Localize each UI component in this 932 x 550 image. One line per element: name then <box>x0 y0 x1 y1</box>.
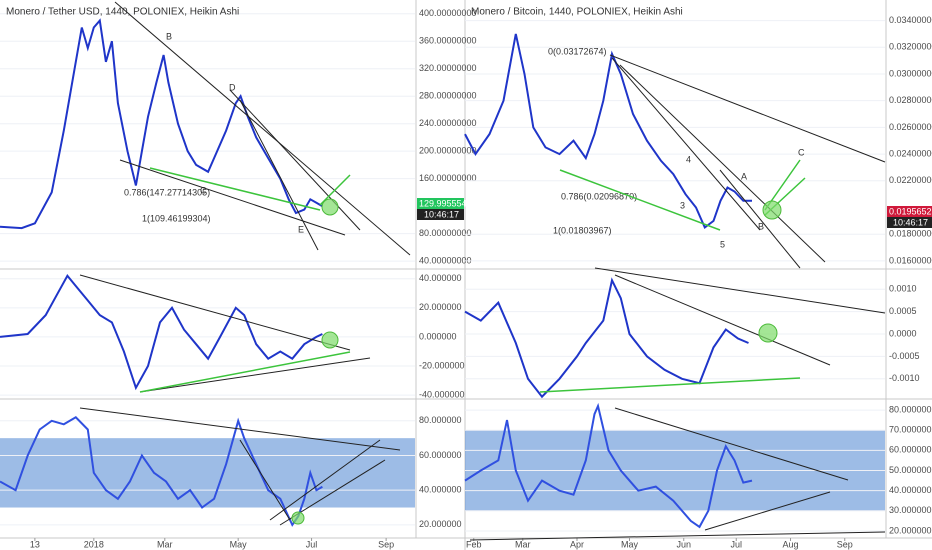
time-badge-label: 10:46:17 <box>424 209 459 219</box>
highlight-circles <box>291 198 782 525</box>
x-tick-label: Sep <box>837 539 853 549</box>
y-tick-label: 0.01600000 <box>889 255 932 265</box>
chart-title: Monero / Tether USD, 1440, POLONIEX, Hei… <box>6 7 239 18</box>
price-line <box>464 277 749 399</box>
x-tick-label: Jul <box>306 539 318 549</box>
annotation: A <box>741 171 747 181</box>
chart-title: Monero / Bitcoin, 1440, POLONIEX, Heikin… <box>471 7 683 18</box>
y-tick-label: 80.000000 <box>419 415 462 425</box>
annotation: E <box>298 224 304 234</box>
price-line <box>0 416 323 527</box>
annotation: 0(0.03172674) <box>548 46 607 56</box>
price-badge <box>887 206 932 217</box>
x-tick-label: Aug <box>782 539 798 549</box>
y-tick-label: 20.000000 <box>419 302 462 312</box>
y-tick-label: 0.03000000 <box>889 68 932 78</box>
x-tick-label: Jun <box>676 539 691 549</box>
rsi-band <box>0 438 415 508</box>
y-tick-label: 30.000000 <box>889 505 932 515</box>
y-tick-label: 0.02200000 <box>889 175 932 185</box>
y-tick-label: 0.03400000 <box>889 15 932 25</box>
x-tick-label: Mar <box>157 539 173 549</box>
x-tick-label: Jul <box>730 539 742 549</box>
y-tick-label: -0.0010 <box>889 373 920 383</box>
y-tick-label: 60.000000 <box>889 445 932 455</box>
annotation: 0.786(0.02096870) <box>561 191 637 201</box>
x-tick-label: Feb <box>466 539 482 549</box>
y-tick-label: 40.000000 <box>419 273 462 283</box>
y-tick-label: 80.00000000 <box>419 228 472 238</box>
marks: 400.00000000 360.00000000 320.00000000 280.… <box>0 8 932 549</box>
y-tick-label: 0.01800000 <box>889 229 932 239</box>
y-tick-label: -0.0005 <box>889 351 920 361</box>
price-line <box>464 402 753 529</box>
y-tick-label: 0.02800000 <box>889 95 932 105</box>
y-tick-label: 40.000000 <box>889 485 932 495</box>
y-tick-label: 40.000000 <box>419 485 462 495</box>
y-tick-label: 0.02600000 <box>889 122 932 132</box>
annotation: 0.786(147.27714305) <box>124 187 210 197</box>
y-tick-label: 400.00000000 <box>419 8 477 18</box>
annotation: B <box>166 31 172 41</box>
y-tick-label: 0.0005 <box>889 306 917 316</box>
y-tick-label: 20.000000 <box>419 519 462 529</box>
y-tick-label: -20.000000 <box>419 360 465 370</box>
y-tick-label: 20.000000 <box>889 525 932 535</box>
y-tick-label: 0.02400000 <box>889 148 932 158</box>
annotation: C <box>200 185 207 195</box>
annotation: 1(109.46199304) <box>142 213 211 223</box>
y-tick-label: 40.00000000 <box>419 256 472 266</box>
x-tick-label: May <box>230 539 248 549</box>
x-tick-label: Mar <box>515 539 531 549</box>
annotation: 1(0.01803967) <box>553 225 612 235</box>
y-tick-label: 0.0010 <box>889 284 917 294</box>
y-tick-label: 0.000000 <box>419 331 457 341</box>
annotation: D <box>229 82 236 92</box>
price-line <box>0 274 323 391</box>
x-tick-label: May <box>621 539 639 549</box>
trendlines <box>79 1 886 541</box>
y-tick-label: 280.00000000 <box>419 91 477 101</box>
y-tick-label: 160.00000000 <box>419 173 477 183</box>
y-tick-label: 60.000000 <box>419 450 462 460</box>
annotation: B <box>758 221 764 231</box>
y-tick-label: 0.03200000 <box>889 42 932 52</box>
price-badge <box>417 198 464 209</box>
time-badge <box>417 209 464 220</box>
y-tick-label: 240.00000000 <box>419 118 477 128</box>
y-tick-label: 80.000000 <box>889 404 932 414</box>
y-tick-label: 0.0000 <box>889 328 917 338</box>
annotation: 4 <box>686 154 691 164</box>
y-tick-label: 70.000000 <box>889 425 932 435</box>
annotation: C <box>798 147 805 157</box>
price-line <box>464 33 752 230</box>
y-tick-label: 360.00000000 <box>419 36 477 46</box>
price-line <box>0 18 323 230</box>
y-tick-label: 200.00000000 <box>419 146 477 156</box>
x-tick-label: Apr <box>570 539 584 549</box>
time-badge <box>887 217 932 228</box>
price-badge-label: 129.99555418 <box>419 198 477 208</box>
time-badge-label: 10:46:17 <box>893 217 928 227</box>
y-tick-label: 50.000000 <box>889 465 932 475</box>
x-tick-label: 13 <box>30 539 40 549</box>
price-badge-label: 0.01956523 <box>889 206 932 216</box>
y-tick-label: 320.00000000 <box>419 63 477 73</box>
annotation: 3 <box>680 200 685 210</box>
green-lines <box>139 159 806 393</box>
annotation: 5 <box>720 239 725 249</box>
y-tick-label: -40.000000 <box>419 389 465 399</box>
x-tick-label: Sep <box>378 539 394 549</box>
x-tick-label: 2018 <box>84 539 104 549</box>
